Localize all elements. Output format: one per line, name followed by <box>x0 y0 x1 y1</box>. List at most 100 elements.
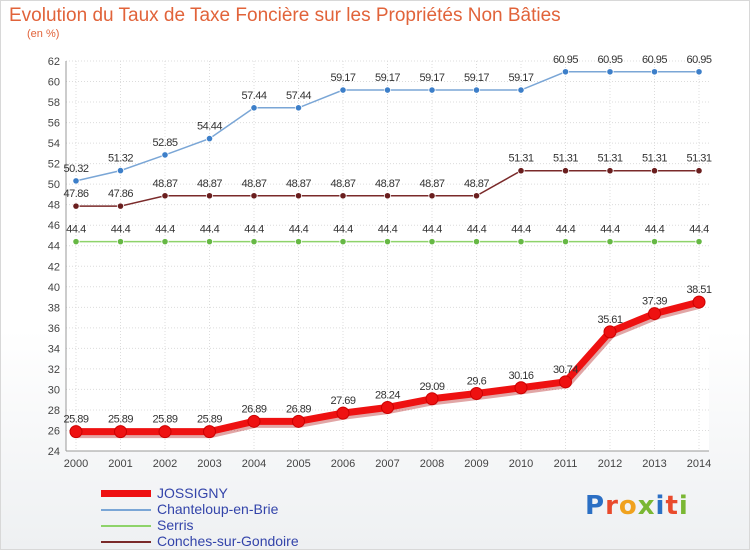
data-label: 26.89 <box>286 403 311 415</box>
data-label: 48.87 <box>152 178 177 190</box>
data-point <box>339 192 347 200</box>
data-point <box>294 192 303 200</box>
data-label: 51.31 <box>642 153 667 165</box>
data-point <box>381 400 394 414</box>
data-label: 44.4 <box>422 224 442 236</box>
legend-swatch <box>101 490 151 497</box>
data-label: 29.6 <box>467 376 487 388</box>
y-tick-label: 44 <box>48 241 60 253</box>
data-label: 51.32 <box>108 153 133 165</box>
x-tick-label: 2009 <box>464 458 488 470</box>
y-tick-label: 24 <box>48 446 60 458</box>
x-tick-label: 2012 <box>598 458 622 470</box>
data-label: 44.4 <box>556 224 576 236</box>
data-label: 59.17 <box>464 72 489 84</box>
data-label: 44.4 <box>689 224 709 236</box>
data-label: 48.87 <box>241 178 266 190</box>
legend-label: Chanteloup-en-Brie <box>157 501 279 517</box>
data-point <box>116 238 125 246</box>
y-tick-label: 54 <box>48 138 60 150</box>
data-label: 48.87 <box>330 178 355 190</box>
data-label: 44.4 <box>111 224 131 236</box>
data-label: 60.95 <box>642 54 667 66</box>
x-tick-label: 2004 <box>242 458 266 470</box>
data-label: 44.4 <box>289 224 309 236</box>
y-tick-label: 58 <box>48 97 60 109</box>
data-point <box>161 151 169 159</box>
x-tick-label: 2011 <box>554 458 578 470</box>
data-point <box>383 86 392 94</box>
data-point <box>161 238 169 246</box>
data-label: 59.17 <box>508 72 533 84</box>
data-point <box>606 238 614 246</box>
y-tick-label: 48 <box>48 200 60 212</box>
data-label: 48.87 <box>419 178 444 190</box>
y-axis-unit: (en %) <box>27 28 60 40</box>
data-label: 48.87 <box>286 178 311 190</box>
data-point <box>428 238 436 246</box>
data-point <box>606 167 614 175</box>
data-point <box>72 238 80 246</box>
data-point <box>336 406 350 420</box>
data-label: 47.86 <box>108 188 133 200</box>
data-label: 51.31 <box>553 153 578 165</box>
x-tick-label: 2005 <box>286 458 310 470</box>
data-point <box>69 425 83 439</box>
data-point <box>203 425 216 439</box>
data-label: 59.17 <box>419 72 444 84</box>
data-point <box>294 104 303 112</box>
data-point <box>514 381 528 395</box>
data-point <box>383 192 392 200</box>
data-point <box>247 414 261 428</box>
data-label: 35.61 <box>597 314 622 326</box>
data-label: 48.87 <box>375 178 400 190</box>
data-label: 44.4 <box>66 224 86 236</box>
data-label: 52.85 <box>152 137 177 149</box>
data-point <box>292 414 305 428</box>
logo-letter: i <box>655 491 666 521</box>
data-label: 59.17 <box>375 72 400 84</box>
legend-label: JOSSIGNY <box>157 485 228 501</box>
logo-letter: o <box>618 491 638 521</box>
data-point <box>472 192 481 200</box>
y-tick-label: 32 <box>48 364 60 376</box>
y-tick-label: 28 <box>48 405 60 417</box>
data-label: 48.87 <box>464 178 489 190</box>
data-point <box>561 68 570 76</box>
logo-letter: i <box>678 491 689 521</box>
data-label: 47.86 <box>63 188 88 200</box>
data-label: 59.17 <box>330 72 355 84</box>
legend-swatch <box>101 525 151 527</box>
legend-label: Serris <box>157 517 194 533</box>
x-tick-label: 2014 <box>687 458 711 470</box>
data-point <box>383 238 392 246</box>
y-tick-label: 30 <box>48 384 60 396</box>
data-label: 44.4 <box>645 224 665 236</box>
data-point <box>692 295 706 309</box>
data-point <box>116 167 125 175</box>
data-point <box>72 177 80 185</box>
data-point <box>517 86 525 94</box>
data-point <box>561 238 570 246</box>
y-tick-label: 40 <box>48 282 60 294</box>
data-label: 38.51 <box>686 284 711 296</box>
data-label: 25.89 <box>108 414 133 426</box>
data-label: 30.74 <box>553 364 578 376</box>
x-tick-label: 2010 <box>509 458 533 470</box>
data-label: 51.31 <box>597 153 622 165</box>
logo-letter: t <box>665 491 679 521</box>
data-point <box>650 167 659 175</box>
data-label: 60.95 <box>686 54 711 66</box>
data-point <box>517 238 525 246</box>
data-label: 51.31 <box>508 153 533 165</box>
data-point <box>250 238 258 246</box>
data-point <box>205 134 214 143</box>
data-point <box>428 192 436 200</box>
x-tick-label: 2007 <box>375 458 399 470</box>
x-tick-label: 2008 <box>420 458 444 470</box>
logo-letter: x <box>637 491 656 521</box>
data-point <box>250 104 258 112</box>
legend-swatch <box>101 509 151 511</box>
data-label: 30.16 <box>508 370 533 382</box>
